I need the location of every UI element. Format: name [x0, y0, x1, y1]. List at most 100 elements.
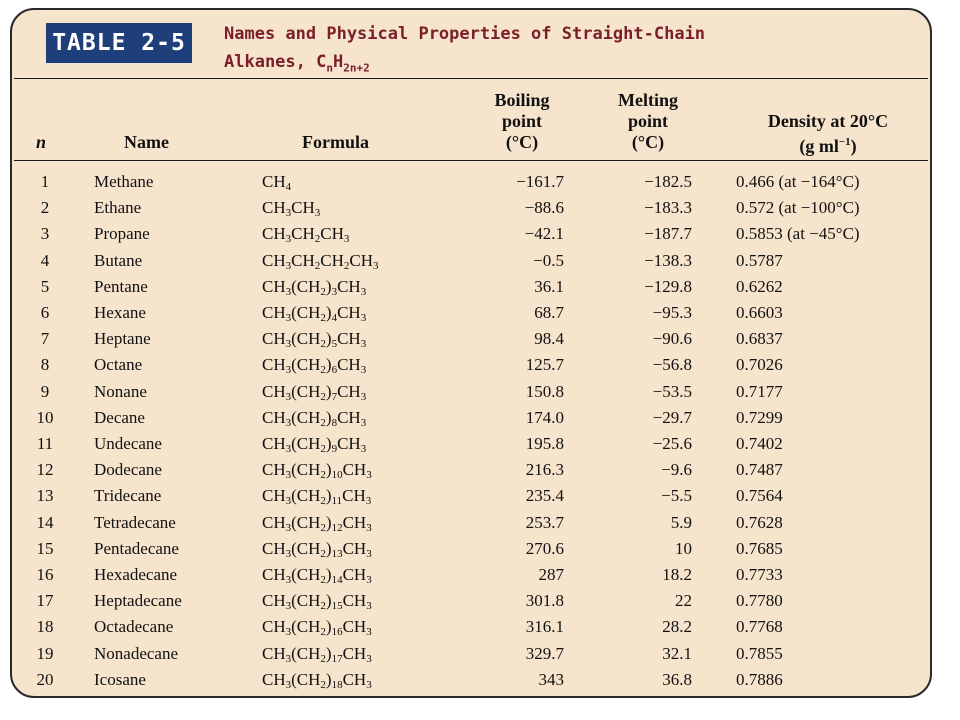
- formula-text: ): [325, 355, 332, 375]
- row-n: 3: [40, 224, 50, 244]
- row-density: 0.7685: [736, 538, 783, 558]
- row-formula: CH3(CH2)12CH3: [262, 510, 482, 536]
- title-line-2-h: H: [332, 52, 344, 72]
- formula-subscript: 3: [285, 416, 292, 429]
- row-density: 0.7780: [736, 591, 783, 611]
- formula-subscript: 4: [285, 181, 292, 193]
- formula-subscript: 14: [331, 574, 343, 586]
- formula-subscript: 2: [320, 364, 326, 377]
- formula-text: (CH: [291, 381, 321, 401]
- formula-subscript: 3: [285, 600, 292, 613]
- header-density-line2: (g ml−1): [728, 132, 928, 157]
- formula-subscript: 3: [285, 495, 292, 508]
- formula-subscript: 3: [285, 443, 292, 455]
- header-melting-line3: (°C): [631, 132, 665, 152]
- row-density: 0.7628: [736, 512, 783, 532]
- row-name: Methane: [94, 172, 154, 191]
- row-n: 15: [36, 538, 54, 558]
- formula-subscript: 2: [320, 600, 326, 613]
- formula-subscript: 17: [331, 652, 343, 665]
- formula-subscript: 3: [360, 285, 367, 298]
- row-density: 0.5853 (at −45°C): [736, 224, 860, 244]
- formula-text: ): [325, 512, 332, 532]
- formula-subscript: 3: [366, 626, 372, 639]
- row-n: 1: [40, 172, 50, 191]
- row-name: Octadecane: [94, 617, 174, 637]
- title-line-2: Alkanes, CnH2n+2: [224, 48, 705, 82]
- row-n: 8: [40, 355, 50, 375]
- header-boiling-line2: point: [501, 111, 543, 131]
- row-formula: CH3(CH2)11CH3: [262, 483, 482, 509]
- formula-subscript: 3: [285, 259, 292, 272]
- formula-subscript: 2: [320, 521, 326, 534]
- table-title: Names and Physical Properties of Straigh…: [224, 20, 705, 82]
- row-n: 16: [36, 565, 54, 584]
- row-density: 0.7855: [736, 643, 783, 663]
- row-density: 0.572 (at −100°C): [736, 198, 860, 218]
- row-density: 0.7886: [736, 669, 783, 689]
- formula-text: CH: [342, 512, 367, 532]
- formula-subscript: 9: [331, 443, 338, 455]
- row-melting-point: 18.2: [662, 565, 692, 584]
- formula-text: CH: [342, 591, 367, 611]
- row-density: 0.7733: [736, 565, 783, 584]
- formula-text: (CH: [291, 434, 321, 453]
- header-density-line1: Density at 20°C: [767, 111, 889, 131]
- formula-subscript: 3: [366, 574, 372, 586]
- row-melting-point: −29.7: [652, 407, 692, 427]
- row-melting-point: 5.9: [670, 512, 692, 532]
- formula-text: CH: [342, 538, 367, 558]
- row-formula: CH3CH3: [262, 195, 482, 221]
- formula-subscript: 3: [360, 364, 367, 377]
- formula-text: CH: [262, 669, 286, 689]
- header-formula: Formula: [302, 132, 369, 152]
- formula-text: CH: [262, 250, 286, 270]
- row-name: Decane: [94, 407, 145, 427]
- formula-text: CH: [337, 303, 361, 322]
- row-boiling-point: 343: [538, 669, 565, 689]
- row-melting-point: 36.8: [662, 669, 692, 689]
- formula-subscript: 11: [331, 495, 343, 508]
- formula-subscript: 3: [360, 338, 367, 351]
- row-boiling-point: 195.8: [525, 434, 564, 453]
- row-boiling-point: 68.7: [534, 303, 564, 322]
- table-card: TABLE 2-5 Names and Physical Properties …: [10, 8, 932, 698]
- row-melting-point: −53.5: [652, 381, 692, 401]
- row-boiling-point: 329.7: [525, 643, 564, 663]
- formula-text: CH: [291, 250, 315, 270]
- row-n: 13: [36, 486, 54, 506]
- row-density: 0.6603: [736, 303, 783, 322]
- formula-text: (CH: [291, 512, 321, 532]
- formula-subscript: 16: [331, 626, 343, 639]
- formula-text: ): [325, 276, 332, 296]
- formula-text: ): [325, 460, 332, 480]
- formula-text: (CH: [291, 617, 321, 637]
- formula-subscript: 2: [320, 416, 326, 429]
- row-boiling-point: −42.1: [524, 224, 564, 244]
- row-name: Nonadecane: [94, 643, 179, 663]
- formula-text: CH: [342, 669, 367, 689]
- row-boiling-point: 287: [538, 565, 565, 584]
- formula-subscript: 2: [343, 259, 350, 272]
- formula-subscript: 3: [285, 626, 292, 639]
- header-n: n: [35, 132, 46, 152]
- formula-subscript: 3: [285, 574, 292, 586]
- formula-text: CH: [262, 303, 286, 322]
- formula-subscript: 3: [366, 652, 372, 665]
- row-boiling-point: 36.1: [534, 276, 564, 296]
- row-formula: CH3CH2CH2CH3: [262, 248, 482, 274]
- formula-subscript: 3: [285, 521, 292, 534]
- formula-text: ): [325, 303, 332, 322]
- row-melting-point: −95.3: [652, 303, 692, 322]
- row-density: 0.7402: [736, 434, 783, 453]
- row-boiling-point: 216.3: [525, 460, 564, 480]
- formula-subscript: 3: [285, 285, 292, 298]
- row-name: Tridecane: [94, 486, 162, 506]
- row-boiling-point: 125.7: [525, 355, 564, 375]
- row-formula: CH3(CH2)13CH3: [262, 536, 482, 562]
- formula-subscript: 5: [331, 338, 338, 351]
- formula-subscript: 3: [373, 259, 379, 272]
- formula-subscript: 3: [285, 390, 292, 403]
- row-n: 18: [36, 617, 54, 637]
- row-name: Octane: [94, 355, 143, 375]
